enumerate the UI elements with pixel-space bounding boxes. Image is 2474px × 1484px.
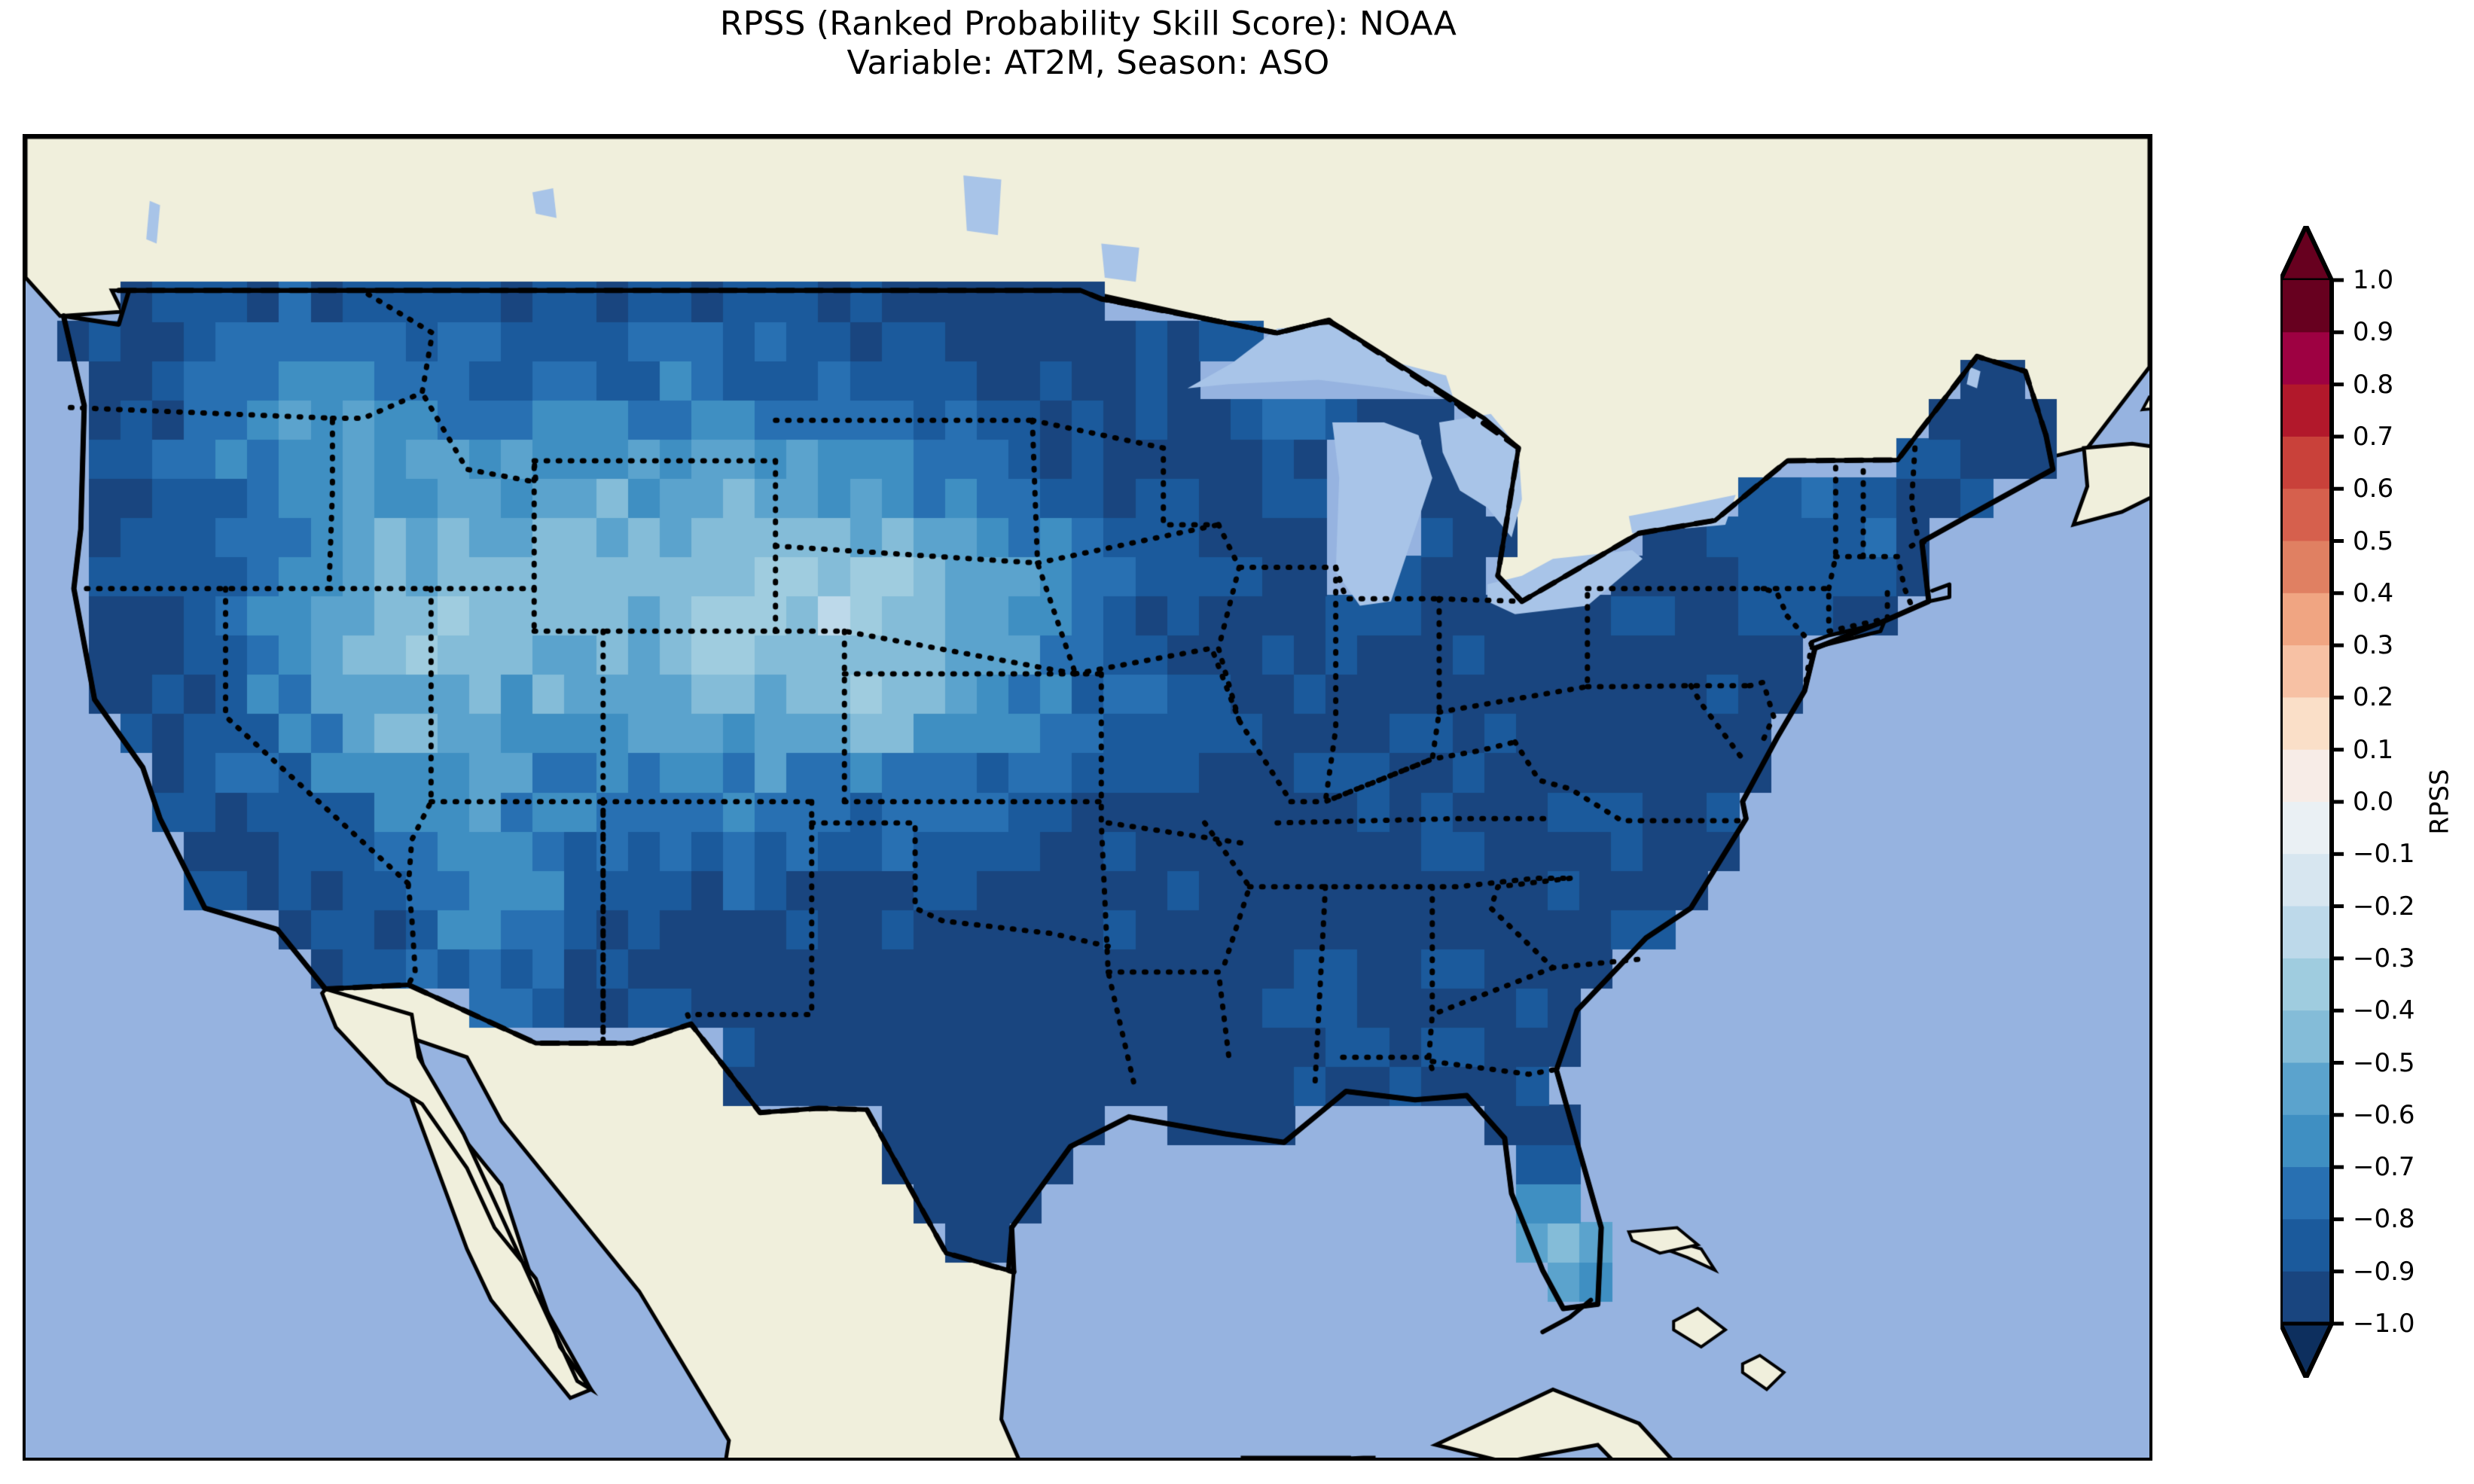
colorbar-tick-label: −0.9 (2353, 1256, 2415, 1287)
chart-title-block: RPSS (Ranked Probability Skill Score): N… (0, 5, 2177, 83)
colorbar-tick-label: 0.7 (2353, 421, 2394, 452)
map-vector-overlay (26, 137, 2149, 1458)
colorbar-tick-label: −0.4 (2353, 995, 2415, 1026)
colorbar-tick-label: 0.6 (2353, 474, 2394, 504)
colorbar-tick-label: 1.0 (2353, 265, 2394, 295)
colorbar-tick-label: 0.1 (2353, 734, 2394, 765)
colorbar-tick-label: 0.0 (2353, 787, 2394, 817)
colorbar-tick-label: 0.9 (2353, 317, 2394, 348)
colorbar-tick-label: 0.2 (2353, 682, 2394, 713)
colorbar-tick-label: −0.6 (2353, 1099, 2415, 1130)
colorbar-tick-label: −0.3 (2353, 943, 2415, 974)
colorbar-tick-label: −1.0 (2353, 1309, 2415, 1339)
colorbar-tick-label: 0.5 (2353, 526, 2394, 556)
rpss-heatmap-canvas (26, 137, 2149, 1458)
colorbar-tick-label: −0.1 (2353, 839, 2415, 870)
colorbar-tick-label: −0.5 (2353, 1047, 2415, 1078)
colorbar-tick-label: −0.7 (2353, 1152, 2415, 1183)
colorbar-tick-label: 0.4 (2353, 577, 2394, 608)
colorbar-tick-label: 0.3 (2353, 630, 2394, 661)
colorbar-tick-label: −0.8 (2353, 1204, 2415, 1235)
colorbar-axis-label: RPSS (2424, 769, 2455, 835)
colorbar-tick-label: 0.8 (2353, 369, 2394, 400)
colorbar: 1.0 0.9 0.8 0.7 0.6 0.5 0.4 0.3 0.2 0.1 0.0 −0.1 −0.… (2280, 226, 2461, 1378)
colorbar-swatches (2280, 226, 2344, 1378)
colorbar-tick-label: −0.2 (2353, 891, 2415, 922)
chart-title-line-1: RPSS (Ranked Probability Skill Score): N… (719, 5, 1457, 43)
chart-title-line-2: Variable: AT2M, Season: ASO (847, 43, 1330, 82)
map-axes (23, 134, 2152, 1461)
